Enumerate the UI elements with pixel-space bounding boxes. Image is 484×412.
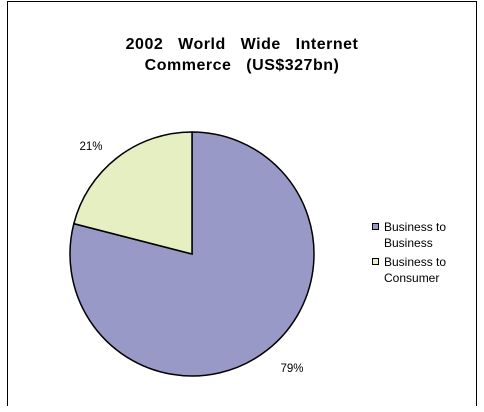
legend-label-business-to-consumer: Business to Consumer — [384, 255, 447, 285]
legend-item-business-to-consumer: Business to Consumer — [372, 254, 484, 286]
legend-item-business-to-business: Business to Business — [372, 219, 484, 251]
data-label-business-to-business: 79% — [280, 363, 303, 375]
legend-label-business-to-business: Business to Business — [384, 220, 447, 250]
data-label-business-to-consumer: 21% — [79, 141, 102, 153]
legend-swatch-business-to-consumer — [372, 258, 379, 265]
pie-slice-business-to-consumer — [72, 131, 193, 255]
legend-swatch-business-to-business — [372, 223, 379, 230]
chart-title: 2002 World Wide Internet Commerce (US$32… — [0, 34, 484, 76]
chart-title-line-1: 2002 World Wide Internet — [125, 36, 359, 53]
chart-legend: Business to Business Business to Consume… — [372, 219, 484, 289]
chart-title-line-2: Commerce (US$327bn) — [144, 57, 340, 74]
